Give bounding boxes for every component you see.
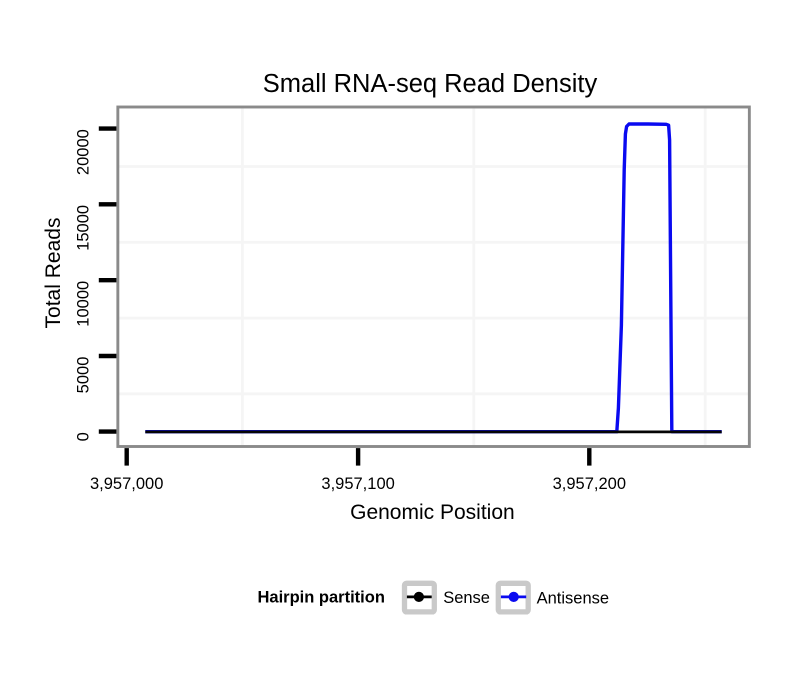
svg-text:3,957,000: 3,957,000 (90, 475, 163, 493)
svg-text:Genomic Position: Genomic Position (350, 501, 515, 524)
svg-text:15000: 15000 (75, 205, 93, 251)
svg-text:Total Reads: Total Reads (42, 218, 65, 329)
svg-text:10000: 10000 (75, 281, 93, 327)
svg-text:Antisense: Antisense (537, 590, 609, 608)
svg-text:3,957,200: 3,957,200 (553, 475, 626, 493)
svg-text:20000: 20000 (75, 129, 93, 175)
svg-text:Hairpin partition: Hairpin partition (258, 589, 385, 607)
svg-text:0: 0 (75, 432, 93, 441)
svg-text:Sense: Sense (443, 589, 490, 607)
svg-text:Small RNA-seq Read Density: Small RNA-seq Read Density (263, 70, 598, 98)
svg-text:5000: 5000 (75, 357, 93, 394)
svg-text:3,957,100: 3,957,100 (321, 475, 394, 493)
